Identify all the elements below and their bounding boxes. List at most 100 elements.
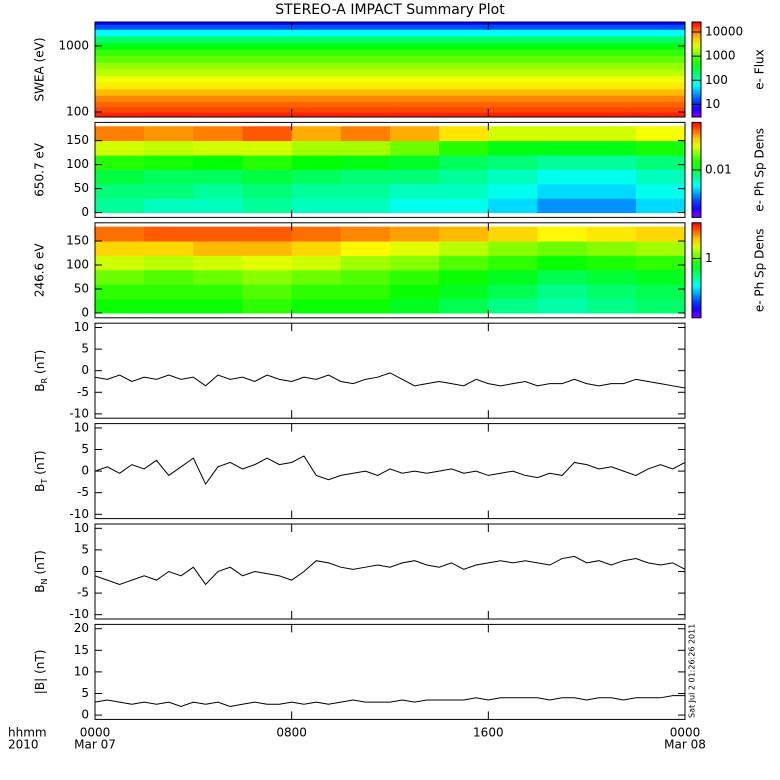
- panel: [95, 455, 685, 486]
- spectrogram-cell: [439, 140, 489, 156]
- colorbar-label: e- Ph Sp Dens: [753, 128, 767, 212]
- spectrogram-cell: [586, 241, 637, 256]
- spectrogram-cell: [193, 284, 243, 300]
- spectrogram-cell: [291, 284, 342, 300]
- spectrogram-band: [95, 55, 685, 63]
- colorbar: [691, 222, 702, 319]
- spectrogram-cell: [635, 198, 685, 214]
- y-tick-label: 20: [74, 621, 89, 635]
- spectrogram-band: [95, 49, 685, 57]
- y-label-subscript: R: [40, 378, 49, 384]
- spectrogram-cell: [390, 155, 440, 170]
- spectrogram-cell: [586, 183, 637, 199]
- spectrogram-cell: [537, 183, 588, 199]
- spectrogram-cell: [144, 140, 194, 156]
- spectrogram-cell: [439, 183, 489, 199]
- colorbar: [691, 21, 702, 118]
- spectrogram-cell: [95, 155, 145, 170]
- spectrogram-cell: [635, 183, 685, 199]
- y-tick-label: -10: [69, 406, 89, 420]
- spectrogram-cell: [537, 126, 588, 142]
- spectrogram-cell: [586, 169, 637, 185]
- colorbar-tick-label: 10000: [705, 25, 743, 39]
- spectrogram-cell: [193, 241, 243, 256]
- panel-frame: [94, 423, 686, 520]
- spectrogram-cell: [635, 155, 685, 170]
- x-tick-label: 0000: [670, 726, 701, 740]
- spectrogram-cell: [95, 183, 145, 199]
- y-label-subscript: T: [40, 479, 49, 485]
- spectrogram-cell: [390, 298, 440, 314]
- spectrogram-cell: [537, 226, 588, 242]
- colorbar-label: e- Flux: [753, 49, 767, 89]
- spectrogram-cell: [242, 169, 293, 185]
- spectrogram-cell: [586, 140, 637, 156]
- spectrogram-cell: [193, 126, 243, 142]
- y-axis-label: BT (nT): [33, 450, 49, 491]
- spectrogram-cell: [95, 169, 145, 185]
- spectrogram-cell: [635, 269, 685, 285]
- spectrogram-cell: [291, 169, 342, 185]
- spectrogram-cell: [390, 255, 440, 271]
- spectrogram-cell: [193, 169, 243, 185]
- y-label-unit: (nT): [33, 450, 47, 474]
- y-axis-label: |B| (nT): [33, 650, 47, 695]
- spectrogram-cell: [193, 198, 243, 214]
- spectrogram-cell: [193, 226, 243, 242]
- spectrogram-cell: [537, 155, 588, 170]
- y-tick-label: 0: [81, 564, 89, 578]
- spectrogram-band: [95, 95, 685, 102]
- spectrogram-cell: [144, 284, 194, 300]
- spectrogram-cell: [340, 226, 391, 242]
- spectrogram-cell: [488, 155, 538, 170]
- spectrogram-cell: [635, 241, 685, 256]
- spectrogram-cell: [193, 255, 243, 271]
- panel: [95, 126, 685, 214]
- spectrogram-cell: [488, 241, 538, 256]
- panel-frame: [94, 121, 686, 218]
- y-label-subscript: N: [40, 579, 49, 585]
- spectrogram-cell: [340, 269, 391, 285]
- panel: [95, 226, 685, 314]
- spectrogram-cell: [586, 255, 637, 271]
- spectrogram-cell: [144, 126, 194, 142]
- y-tick-label: 100: [66, 258, 89, 272]
- chart-title: STEREO-A IMPACT Summary Plot: [275, 2, 505, 18]
- spectrogram-cell: [144, 155, 194, 170]
- spectrogram-cell: [95, 298, 145, 314]
- y-tick-label: 5: [81, 342, 89, 356]
- spectrogram-cell: [95, 255, 145, 271]
- spectrogram-cell: [291, 183, 342, 199]
- spectrogram-band: [95, 75, 685, 83]
- y-tick-label: 1000: [58, 38, 89, 52]
- y-axis-label: 650.7 eV: [33, 142, 47, 197]
- spectrogram-cell: [242, 140, 293, 156]
- y-axis-label: 246.6 eV: [33, 243, 47, 298]
- spectrogram-band: [95, 88, 685, 96]
- y-tick-label: -5: [77, 586, 89, 600]
- spectrogram-cell: [537, 284, 588, 300]
- y-tick-label: -10: [69, 607, 89, 621]
- spectrogram-band: [95, 35, 685, 44]
- spectrogram-cell: [144, 269, 194, 285]
- y-tick-label: 5: [81, 542, 89, 556]
- time-unit-label: hhmm: [8, 726, 47, 740]
- spectrogram-cell: [95, 140, 145, 156]
- y-tick-label: 5: [81, 686, 89, 700]
- panel: [95, 695, 685, 707]
- spectrogram-cell: [95, 269, 145, 285]
- spectrogram-cell: [586, 284, 637, 300]
- spectrogram-cell: [537, 241, 588, 256]
- spectrogram-cell: [390, 126, 440, 142]
- spectrogram-cell: [291, 155, 342, 170]
- spectrogram-cell: [537, 298, 588, 314]
- spectrogram-cell: [291, 255, 342, 271]
- y-axis-label: SWEA (eV): [33, 37, 47, 101]
- x-date-label: Mar 07: [74, 738, 116, 752]
- spectrogram-cell: [95, 198, 145, 214]
- spectrogram-cell: [242, 126, 293, 142]
- spectrogram-cell: [242, 284, 293, 300]
- y-tick-label: 10: [74, 521, 89, 535]
- spectrogram-cell: [144, 255, 194, 271]
